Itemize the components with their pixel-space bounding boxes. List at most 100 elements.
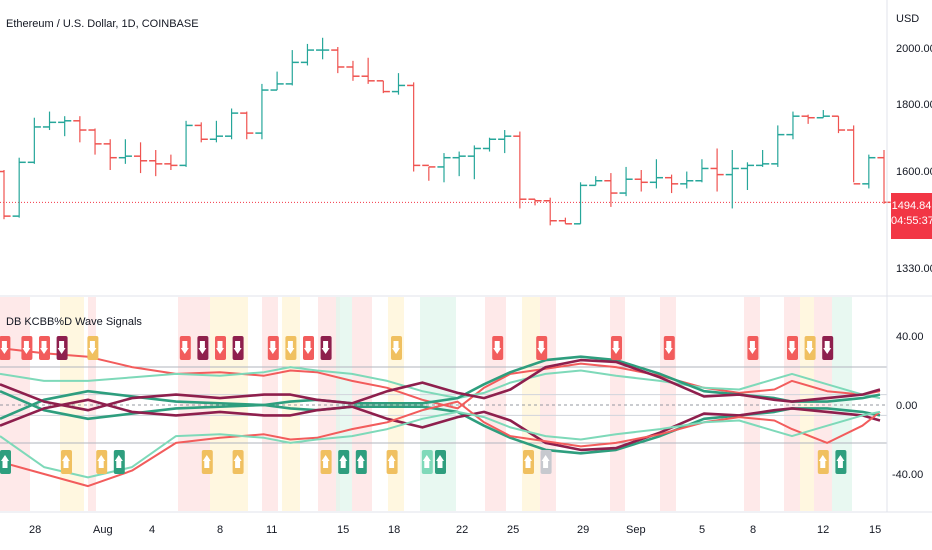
sell-signal-marker[interactable] <box>320 336 332 360</box>
buy-signal-marker[interactable] <box>540 450 552 474</box>
sell-signal-marker[interactable] <box>492 336 504 360</box>
ohlc-bar <box>407 82 421 172</box>
signal-zone-band <box>485 297 506 511</box>
sell-signal-marker[interactable] <box>663 336 675 360</box>
ohlc-bar <box>149 150 163 177</box>
time-axis-label: 25 <box>507 524 519 536</box>
price-pane[interactable] <box>0 37 891 226</box>
ohlc-bar <box>270 71 284 91</box>
buy-signal-marker[interactable] <box>355 450 367 474</box>
last-price-badge[interactable]: 1494.84 04:55:37 <box>891 193 932 239</box>
ohlc-bar <box>103 139 117 170</box>
time-axis-label: 18 <box>388 524 400 536</box>
wave-line-lower-slow <box>0 410 881 479</box>
ohlc-bar <box>316 37 330 60</box>
sell-signal-marker[interactable] <box>197 336 209 360</box>
buy-signal-marker[interactable] <box>421 450 433 474</box>
time-axis-label: 15 <box>869 524 881 536</box>
ohlc-bar <box>300 43 315 66</box>
ohlc-bar <box>331 47 345 74</box>
ohlc-bar <box>482 137 497 152</box>
buy-signal-marker[interactable] <box>0 450 11 474</box>
sell-signal-marker[interactable] <box>179 336 191 360</box>
time-axis-label: 29 <box>577 524 589 536</box>
ohlc-bar <box>619 166 633 197</box>
ohlc-bar <box>710 148 724 192</box>
signal-zone-band <box>88 297 96 511</box>
price-axis-label: 1330.00 <box>896 263 932 275</box>
price-axis-label: 2000.00 <box>896 43 932 55</box>
sell-signal-marker[interactable] <box>215 336 226 360</box>
sell-signal-marker[interactable] <box>87 336 99 360</box>
signal-zone-band <box>0 297 30 511</box>
sell-signal-marker[interactable] <box>804 336 816 360</box>
ohlc-bar <box>695 159 709 183</box>
sell-signal-marker[interactable] <box>303 336 314 360</box>
ohlc-bar <box>133 142 148 174</box>
ohlc-bar <box>756 150 770 167</box>
ohlc-bar <box>285 50 299 86</box>
ohlc-bar <box>543 197 557 226</box>
buy-signal-marker[interactable] <box>835 450 847 474</box>
countdown-timer: 04:55:37 <box>891 215 932 227</box>
buy-signal-marker[interactable] <box>523 450 534 474</box>
sell-signal-marker[interactable] <box>822 336 834 360</box>
sell-signal-marker[interactable] <box>39 336 50 360</box>
symbol-title[interactable]: Ethereum / U.S. Dollar, 1D, COINBASE <box>6 18 199 30</box>
ohlc-bar <box>88 128 102 155</box>
ohlc-bar <box>391 73 406 95</box>
ohlc-bar <box>118 139 132 164</box>
price-axis-label: 1800.00 <box>896 99 932 111</box>
sell-signal-marker[interactable] <box>536 336 548 360</box>
sell-signal-marker[interactable] <box>0 336 11 360</box>
sell-signal-marker[interactable] <box>611 336 622 360</box>
buy-signal-marker[interactable] <box>817 450 829 474</box>
sell-signal-marker[interactable] <box>21 336 33 360</box>
buy-signal-marker[interactable] <box>201 450 213 474</box>
wave-line-upper-maroon <box>0 358 881 412</box>
ohlc-bar <box>816 110 830 119</box>
buy-signal-marker[interactable] <box>386 450 398 474</box>
ohlc-bar <box>771 125 785 167</box>
ohlc-bar <box>831 115 846 134</box>
time-axis-label: 12 <box>817 524 829 536</box>
buy-signal-marker[interactable] <box>113 450 125 474</box>
sell-signal-marker[interactable] <box>787 336 798 360</box>
time-axis-label: 11 <box>266 524 277 536</box>
ohlc-bar <box>209 120 223 143</box>
signal-zone-band <box>800 297 814 511</box>
wave-line-lower-teal <box>0 390 881 455</box>
signal-zone-band <box>522 297 540 511</box>
indicator-title[interactable]: DB KCBB%D Wave Signals <box>6 316 142 328</box>
ohlc-bar <box>634 170 648 192</box>
time-axis-label: 8 <box>217 524 223 536</box>
ohlc-bar <box>452 151 466 177</box>
ohlc-bar <box>740 162 755 190</box>
wave-line-lower-fast <box>0 400 881 488</box>
sell-signal-marker[interactable] <box>56 336 68 360</box>
sell-signal-marker[interactable] <box>267 336 279 360</box>
sell-signal-marker[interactable] <box>391 336 402 360</box>
ohlc-bar <box>725 150 739 209</box>
currency-label: USD <box>896 13 919 25</box>
sell-signal-marker[interactable] <box>747 336 759 360</box>
indicator-pane[interactable] <box>0 297 887 511</box>
indicator-axis-label: 40.00 <box>896 331 924 343</box>
buy-signal-marker[interactable] <box>320 450 332 474</box>
buy-signal-marker[interactable] <box>435 450 446 474</box>
buy-signal-marker[interactable] <box>61 450 72 474</box>
sell-signal-marker[interactable] <box>285 336 297 360</box>
time-axis-label: 8 <box>750 524 756 536</box>
ohlc-bar <box>179 120 193 167</box>
signal-zone-band <box>744 297 760 511</box>
sell-signal-marker[interactable] <box>232 336 244 360</box>
buy-signal-marker[interactable] <box>232 450 244 474</box>
buy-signal-marker[interactable] <box>96 450 108 474</box>
price-axis-label: 1600.00 <box>896 166 932 178</box>
time-axis-label: 5 <box>699 524 705 536</box>
signal-zone-band <box>282 297 300 511</box>
buy-signal-marker[interactable] <box>338 450 350 474</box>
ohlc-bar <box>437 153 451 183</box>
ohlc-bar <box>558 217 572 225</box>
